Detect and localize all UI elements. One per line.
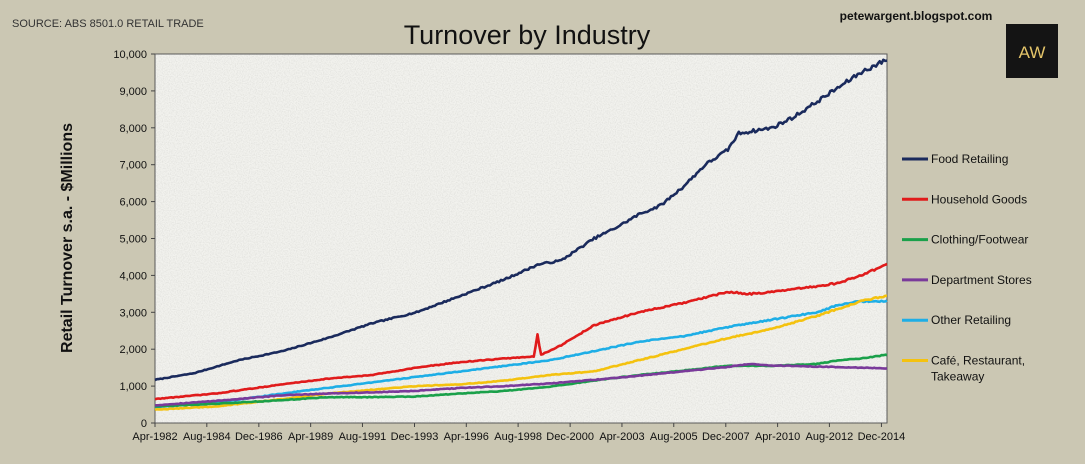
legend-label: Department Stores (931, 273, 1032, 287)
source-note: SOURCE: ABS 8501.0 RETAIL TRADE (12, 18, 204, 30)
series-line (154, 262, 888, 401)
y-axis: 0 1,000 2,000 3,000 4,000 5,000 6,000 7,000 8,00… (113, 49, 155, 430)
y-tick-label: 5,000 (119, 234, 147, 246)
logo-background (1006, 24, 1058, 78)
x-axis: Apr-1982 Aug-1984 Dec-1986 Apr-1989 Aug-1991… (132, 423, 905, 443)
y-tick-label: 4,000 (119, 270, 147, 282)
x-tick-label: Aug-1998 (494, 431, 542, 443)
y-tick-label: 1,000 (119, 381, 147, 393)
series-line (154, 299, 888, 409)
x-tick-label: Aug-1984 (183, 431, 231, 443)
y-tick-label: 0 (141, 418, 147, 430)
y-tick-label: 6,000 (119, 197, 147, 209)
y-tick-label: 3,000 (119, 307, 147, 319)
aw-logo: AW (1006, 24, 1058, 78)
x-tick-label: Apr-2010 (755, 431, 800, 443)
x-tick-label: Dec-1986 (235, 431, 283, 443)
x-tick-label: Dec-2007 (702, 431, 750, 443)
y-tick-label: 9,000 (119, 86, 147, 98)
x-tick-label: Apr-1982 (132, 431, 177, 443)
y-tick-label: 7,000 (119, 160, 147, 172)
series-lines (154, 58, 888, 412)
series-line (154, 362, 888, 407)
legend-label: Café, Restaurant, Takeaway (931, 354, 1025, 384)
x-tick-label: Aug-2012 (806, 431, 854, 443)
legend-label: Other Retailing (931, 313, 1011, 327)
legend: Food Retailing Household Goods Clothing/Fo… (902, 152, 1032, 384)
x-tick-label: Apr-1996 (444, 431, 489, 443)
x-tick-label: Apr-1989 (288, 431, 333, 443)
x-tick-label: Dec-1993 (391, 431, 439, 443)
y-tick-label: 8,000 (119, 123, 147, 135)
y-tick-label: 10,000 (113, 49, 147, 61)
legend-label: Food Retailing (931, 152, 1008, 166)
logo-text: AW (1019, 43, 1046, 62)
x-tick-label: Apr-2003 (599, 431, 644, 443)
plot-texture (155, 54, 887, 423)
x-tick-label: Aug-2005 (650, 431, 698, 443)
y-tick-label: 2,000 (119, 344, 147, 356)
series-line (154, 58, 888, 382)
website-label: petewargent.blogspot.com (840, 9, 993, 23)
x-tick-label: Aug-1991 (339, 431, 387, 443)
chart-title: Turnover by Industry (404, 20, 651, 50)
x-tick-label: Dec-2014 (858, 431, 906, 443)
x-tick-label: Dec-2000 (546, 431, 594, 443)
legend-label: Clothing/Footwear (931, 233, 1028, 247)
y-axis-label: Retail Turnover s.a. - $Millions (59, 123, 76, 353)
legend-label: Household Goods (931, 192, 1027, 206)
